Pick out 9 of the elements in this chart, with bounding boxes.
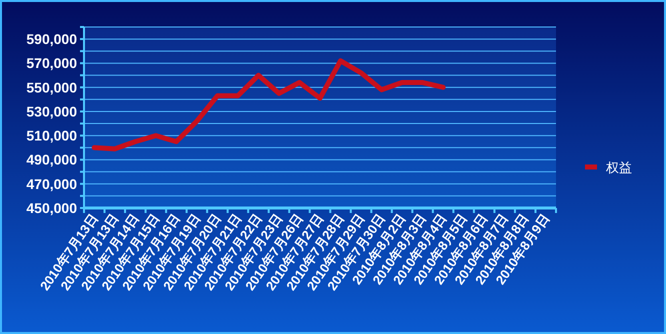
y-tick-label: 470,000 [26, 176, 78, 192]
y-tick-label: 550,000 [26, 79, 78, 96]
y-tick-label: 530,000 [26, 103, 78, 120]
y-tick-label: 510,000 [26, 128, 78, 144]
legend-label: 权益 [605, 160, 632, 175]
y-tick-label: 490,000 [26, 152, 78, 168]
y-tick-label: 450,000 [26, 200, 78, 216]
y-tick-label: 570,000 [26, 55, 78, 72]
y-tick-label: 590,000 [26, 31, 78, 48]
